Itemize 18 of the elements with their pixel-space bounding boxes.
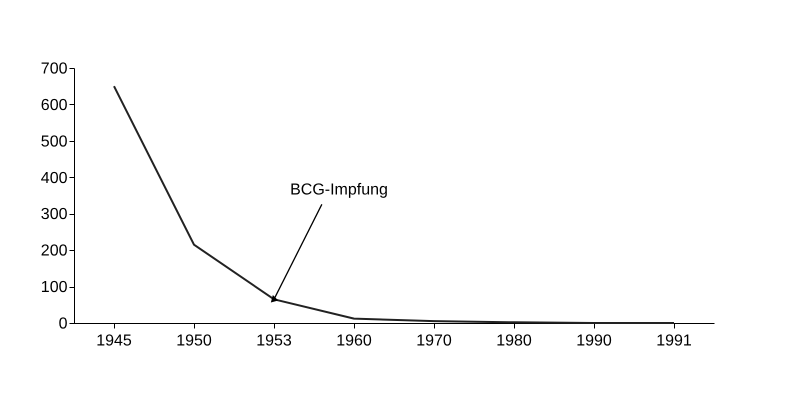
x-tick-label: 1991	[656, 332, 692, 350]
x-tick-label: 1980	[496, 332, 532, 350]
x-tick-label: 1960	[336, 332, 372, 350]
y-tick-label: 100	[40, 279, 68, 296]
y-tick-label: 0	[58, 316, 68, 332]
line-series	[113, 85, 675, 324]
x-tick-label: 1945	[96, 332, 132, 350]
y-tick-label: 400	[40, 170, 68, 187]
x-tick-label: 1990	[576, 332, 612, 350]
y-tick-label: 500	[40, 133, 68, 150]
y-tick-label: 700	[40, 60, 68, 78]
y-tick-label: 200	[40, 242, 68, 260]
y-tick-label: 300	[40, 206, 68, 224]
annotation: BCG-Impfung	[290, 181, 388, 198]
x-tick-label: 1950	[176, 332, 212, 350]
x-tick-label: 1953	[256, 332, 292, 350]
x-tick-label: 1970	[416, 332, 452, 350]
y-tick-label: 600	[40, 96, 68, 114]
